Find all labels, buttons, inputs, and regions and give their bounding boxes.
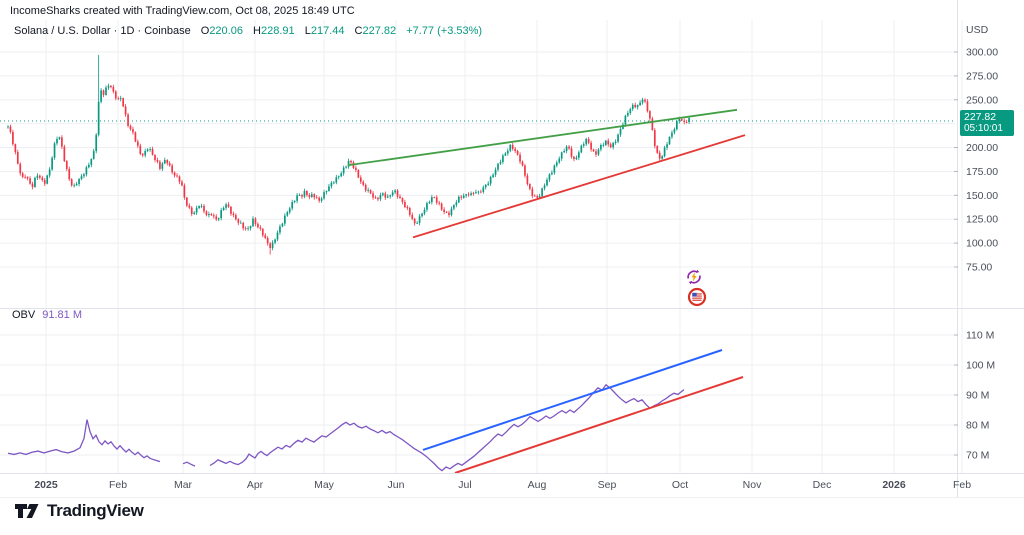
obv-value: 91.81 M (42, 309, 82, 321)
obv-axis-label: 90 M (966, 390, 989, 402)
time-axis[interactable] (0, 474, 958, 497)
us-flag-event-icon[interactable] (687, 287, 707, 307)
time-axis-label: Dec (813, 479, 832, 491)
tradingview-wordmark: TradingView (47, 501, 144, 520)
obv-channel-top[interactable] (422, 349, 723, 451)
obv-axis-label: 70 M (966, 450, 989, 462)
time-axis-label: Apr (247, 479, 264, 491)
price-change: +7.77 (+3.53%) (406, 25, 483, 37)
time-axis-label: Feb (953, 479, 971, 491)
obv-channel-bottom[interactable] (454, 376, 744, 474)
candlestick-series (7, 54, 690, 255)
ohlc-open: O220.06 (200, 25, 243, 37)
obv-axis-label: 80 M (966, 420, 989, 432)
refresh-lightning-icon[interactable] (684, 267, 704, 287)
tradingview-logo[interactable]: TradingView (14, 501, 144, 521)
ohlc-close: C227.82 (354, 25, 397, 37)
time-axis-label: Feb (109, 479, 127, 491)
obv-pane[interactable] (0, 308, 955, 473)
ohlc-low: L217.44 (304, 25, 345, 37)
price-axis-label: 150.00 (966, 190, 998, 202)
time-axis-label: 2026 (882, 479, 906, 491)
time-axis-label: Aug (528, 479, 547, 491)
obv-line (7, 383, 685, 472)
symbol-legend[interactable]: Solana / U.S. Dollar · 1D · Coinbase O22… (14, 25, 482, 37)
time-axis-label: Jun (388, 479, 405, 491)
bar-countdown: 05:10:01 (964, 123, 1003, 134)
price-axis-label: 175.00 (966, 166, 998, 178)
ohlc-high: H228.91 (253, 25, 295, 37)
price-axis-label: 75.00 (966, 262, 992, 274)
price-axis[interactable] (958, 0, 1024, 497)
time-axis-label: May (314, 479, 335, 491)
watermark-text: IncomeSharks created with TradingView.co… (10, 5, 355, 17)
obv-axis-label: 110 M (966, 330, 994, 342)
price-axis-label: 100.00 (966, 238, 998, 250)
price-axis-label: 250.00 (966, 94, 998, 106)
rising-resistance[interactable] (347, 108, 738, 167)
tradingview-logo-mark (15, 504, 39, 518)
price-axis-label: 200.00 (966, 142, 998, 154)
obv-label: OBV (12, 309, 36, 321)
rising-support[interactable] (412, 134, 746, 239)
price-axis-label: 125.00 (966, 214, 998, 226)
time-axis-label: Jul (458, 479, 471, 491)
current-price-label: 227.82 05:10:01 (960, 110, 1014, 136)
symbol-title: Solana / U.S. Dollar · 1D · Coinbase (14, 25, 191, 37)
current-price-value: 227.82 (964, 111, 997, 123)
time-axis-label: Mar (174, 479, 193, 491)
time-axis-label: Nov (743, 479, 762, 491)
time-axis-label: Oct (672, 479, 688, 491)
obv-axis-label: 100 M (966, 360, 995, 372)
price-axis-label: 275.00 (966, 70, 998, 82)
currency-label: USD (966, 24, 989, 36)
obv-legend[interactable]: OBV 91.81 M (12, 309, 82, 321)
price-axis-label: 300.00 (966, 47, 998, 59)
time-axis-label: Sep (598, 479, 617, 491)
time-axis-label: 2025 (34, 479, 58, 491)
